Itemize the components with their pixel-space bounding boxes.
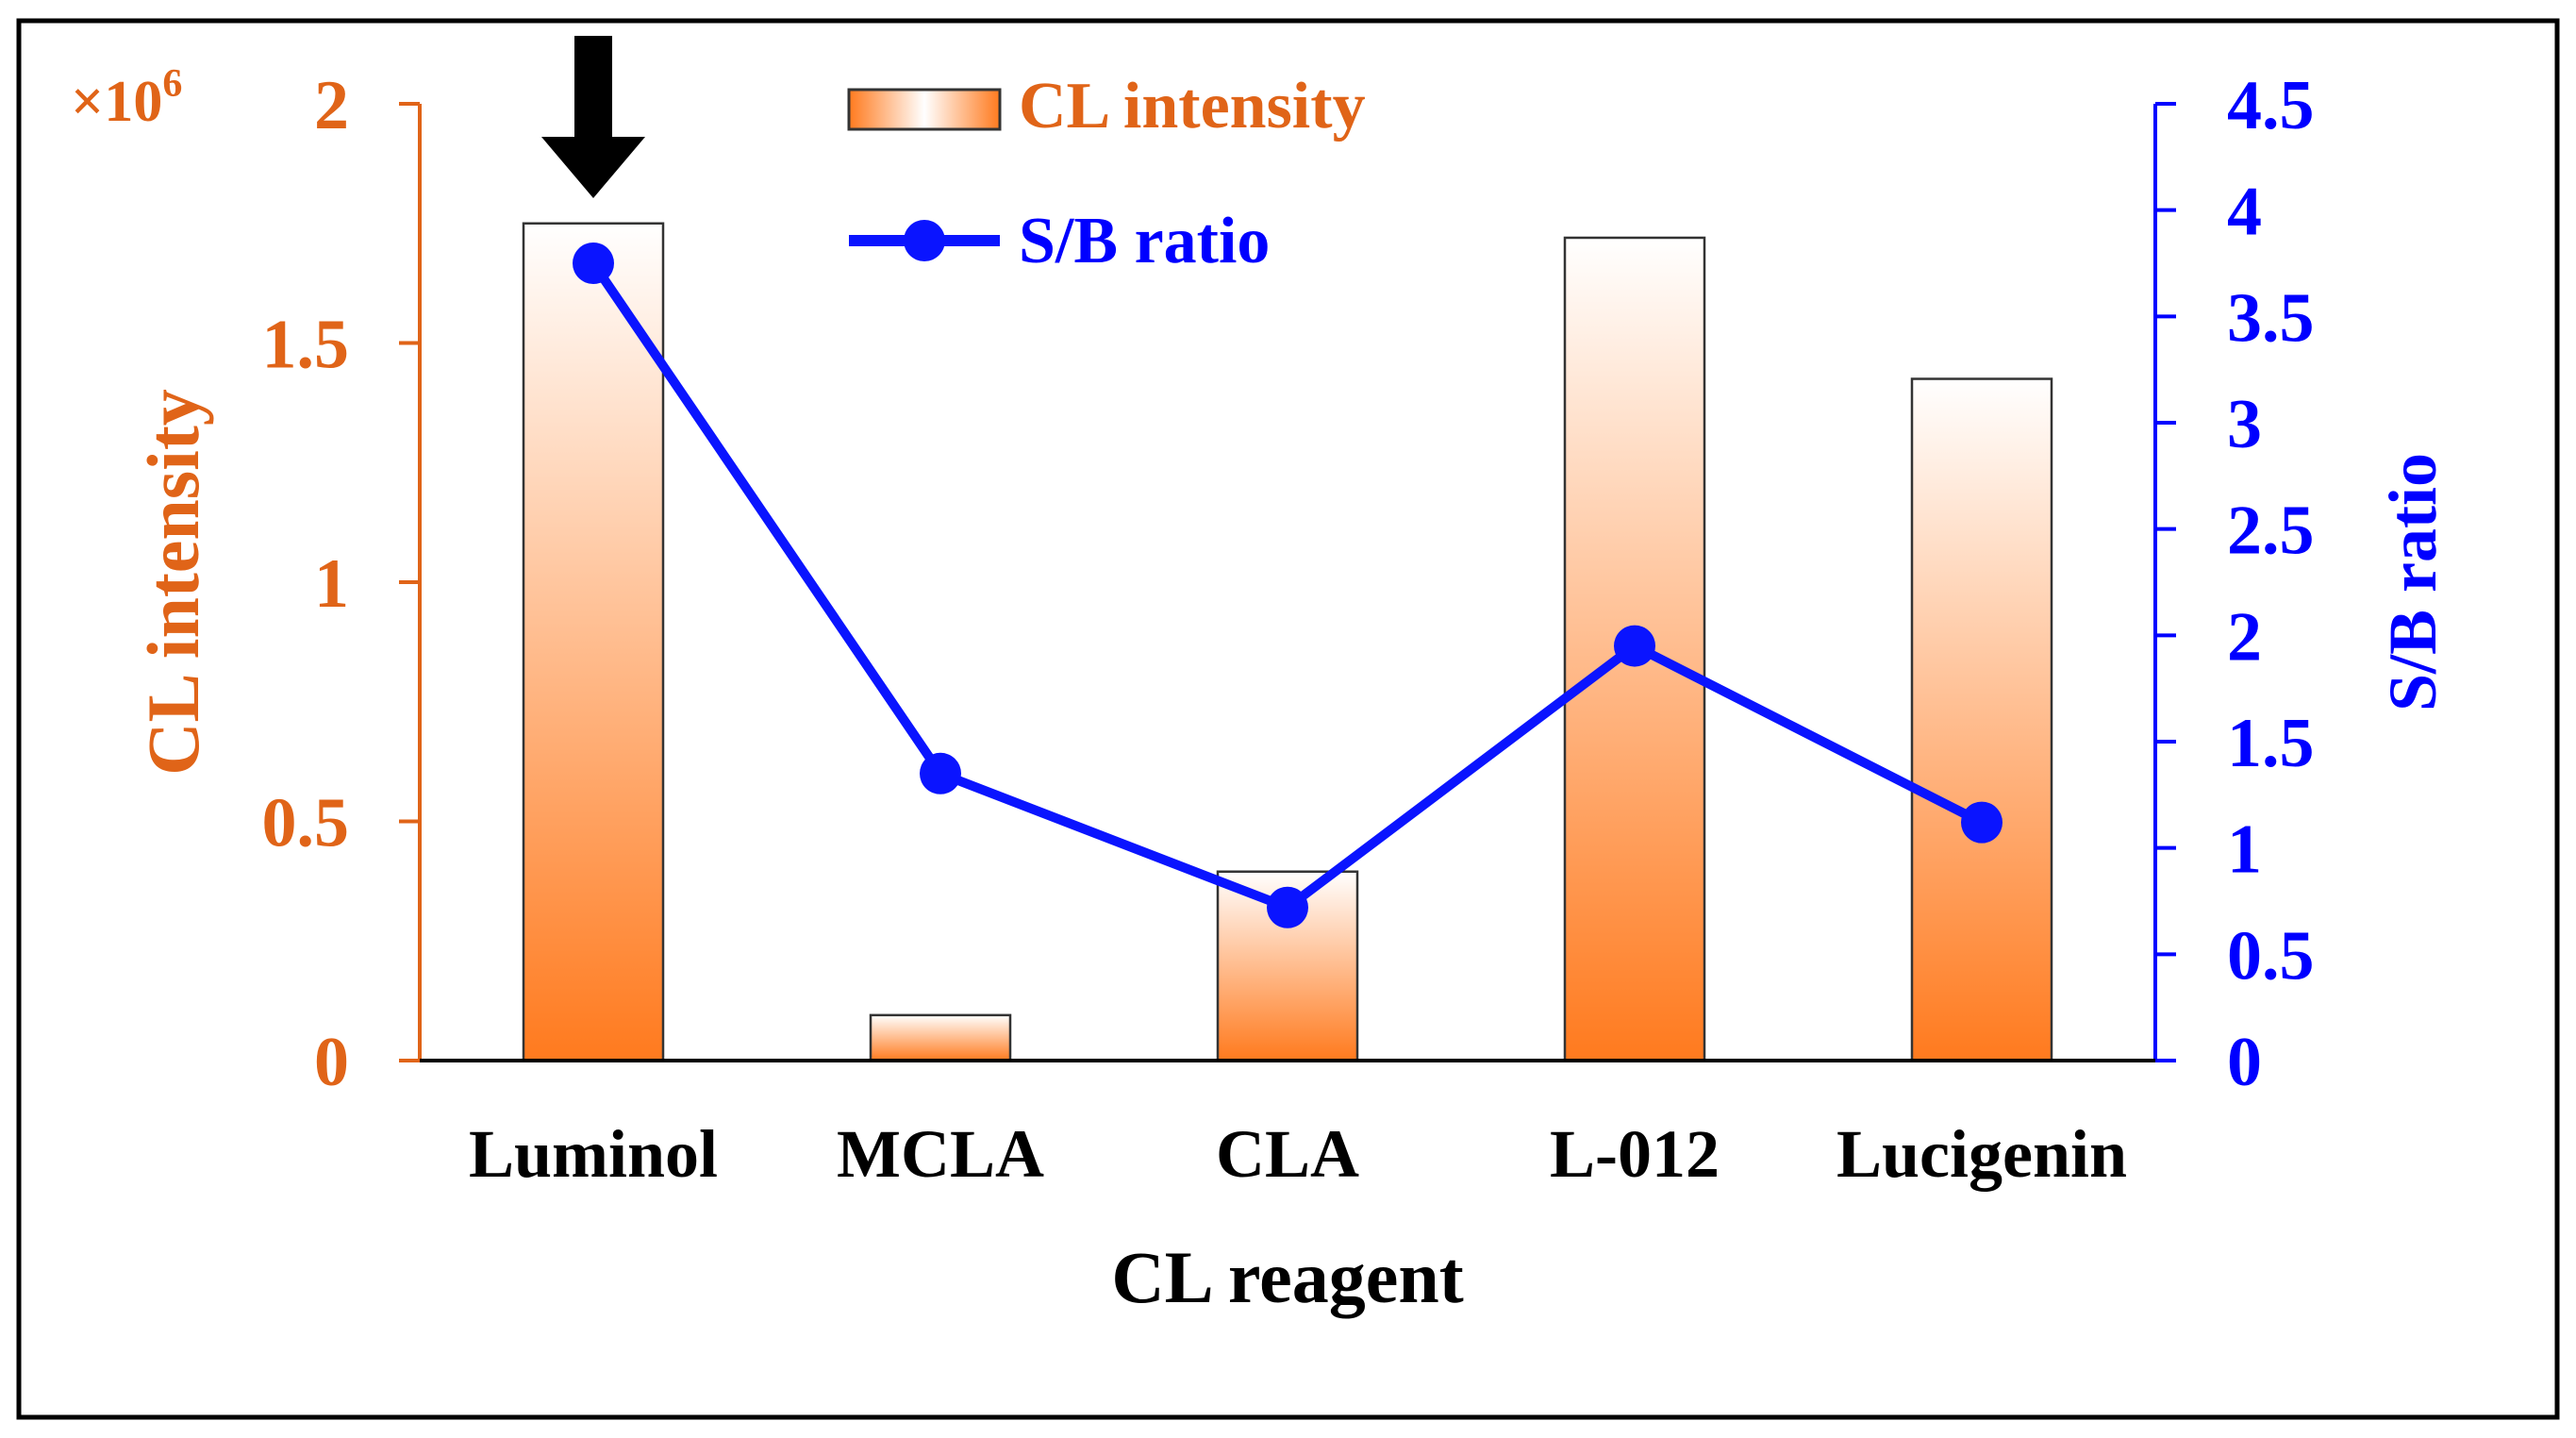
right-tick-label: 1 [2227, 811, 2262, 889]
left-tick-label: 2 [314, 67, 349, 144]
bar-mcla [869, 1013, 1012, 1062]
figure-frame [16, 18, 2560, 1420]
legend: CL intensity S/B ratio [847, 70, 1366, 277]
multiplier-base: ×10 [71, 70, 162, 134]
x-tick-label-mcla: MCLA [837, 1116, 1044, 1192]
x-axis-label: CL reagent [1111, 1236, 1463, 1318]
right-tick-label: 4 [2227, 174, 2262, 251]
bars-layer [522, 222, 2053, 1062]
right-axis-label: S/B ratio [2375, 453, 2451, 711]
sb-ratio-line [589, 260, 1985, 912]
right-tick-label: 3 [2227, 386, 2262, 463]
right-tick-label: 2 [2227, 598, 2262, 676]
sb-ratio-point-l-012 [1614, 625, 1655, 667]
legend-bar-swatch [847, 88, 1002, 131]
left-tick-label: 0.5 [262, 785, 350, 862]
left-tick-label: 1.5 [262, 307, 350, 384]
left-tick-label: 1 [314, 545, 349, 623]
left-axis-label: CL intensity [132, 389, 214, 776]
right-tick-label: 0 [2227, 1024, 2262, 1101]
x-tick-label-lucigenin: Lucigenin [1836, 1116, 2127, 1192]
sb-ratio-point-mcla [920, 752, 961, 794]
legend-line-marker [904, 220, 945, 261]
legend-label-cl-intensity: CL intensity [1019, 70, 1366, 142]
right-axis-ticks: 0 0.5 1 1.5 2 2.5 3 3.5 4 4.5 [2155, 67, 2315, 1101]
bar-lucigenin [1910, 377, 2053, 1062]
left-tick-label: 0 [314, 1024, 349, 1101]
right-tick-label: 0.5 [2227, 917, 2315, 995]
bar-luminol [522, 222, 665, 1062]
x-tick-label-cla: CLA [1216, 1116, 1359, 1192]
x-tick-label-luminol: Luminol [469, 1116, 718, 1192]
sb-ratio-point-cla [1267, 886, 1308, 928]
x-axis-tick-labels: Luminol MCLA CLA L-012 Lucigenin [469, 1116, 2127, 1192]
left-axis-ticks: 0 0.5 1 1.5 2 [262, 67, 420, 1101]
multiplier-exponent: 6 [162, 62, 182, 106]
multiplier-label: ×106 [71, 62, 182, 134]
legend-label-sb-ratio: S/B ratio [1019, 205, 1270, 277]
sb-ratio-point-luminol [573, 242, 614, 284]
sb-ratio-point-lucigenin [1961, 801, 2003, 844]
svg-text:×106: ×106 [71, 62, 182, 134]
right-tick-label: 3.5 [2227, 279, 2315, 357]
x-tick-label-l-012: L-012 [1550, 1116, 1720, 1192]
down-arrow-icon [541, 36, 645, 198]
line-series-layer [573, 242, 2003, 928]
luminol-arrow-annotation [541, 36, 645, 198]
right-tick-label: 4.5 [2227, 67, 2315, 144]
right-tick-label: 1.5 [2227, 705, 2315, 782]
right-tick-label: 2.5 [2227, 493, 2315, 570]
